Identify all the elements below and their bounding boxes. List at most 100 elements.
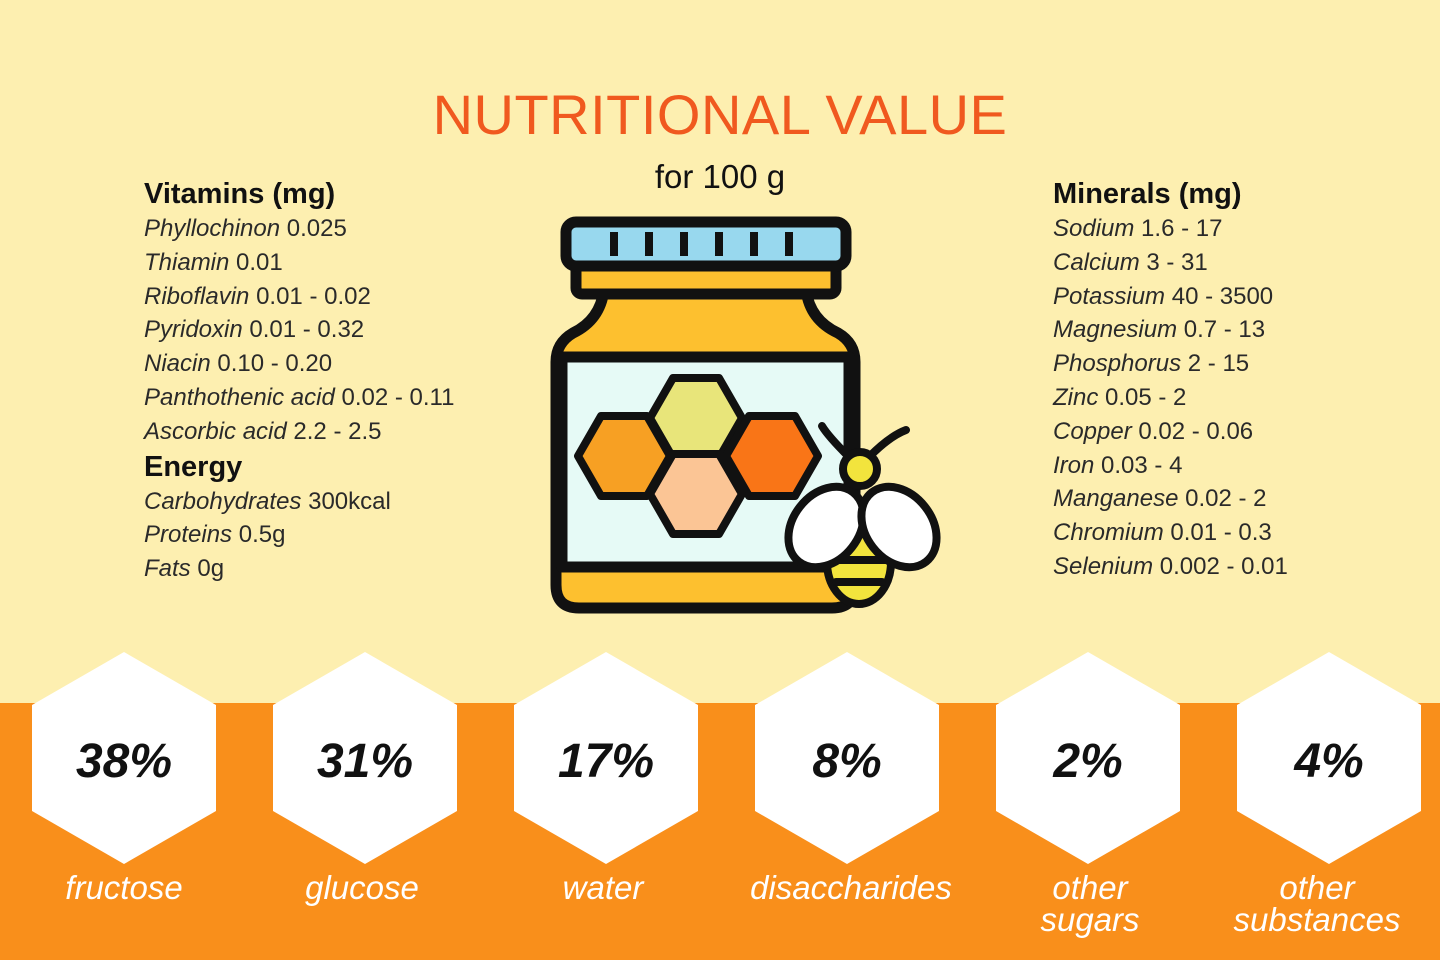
composition-percent: 17% bbox=[557, 735, 655, 788]
vitamin-name: Niacin bbox=[144, 350, 211, 378]
energy-value: 300kcal bbox=[308, 487, 391, 515]
vitamin-value: 0.02 - 0.11 bbox=[341, 383, 455, 411]
composition-percent: 38% bbox=[75, 735, 173, 788]
mineral-name: Iron bbox=[1053, 451, 1095, 479]
composition-percent: 4% bbox=[1294, 735, 1364, 788]
composition-percent: 8% bbox=[812, 735, 882, 788]
energy-name: Fats bbox=[144, 555, 191, 583]
mineral-value: 0.03 - 4 bbox=[1101, 451, 1183, 479]
mineral-value: 0.01 - 0.3 bbox=[1170, 519, 1272, 547]
composition-hexagon: 8% bbox=[755, 652, 939, 864]
mineral-name: Selenium bbox=[1053, 552, 1154, 580]
energy-heading: Energy bbox=[144, 450, 243, 483]
vitamin-value: 2.2 - 2.5 bbox=[293, 417, 382, 445]
hexagon-shape bbox=[755, 652, 939, 864]
mineral-name: Magnesium bbox=[1053, 316, 1178, 344]
composition-label-line: disaccharides bbox=[750, 869, 952, 906]
vitamins-heading: Vitamins (mg) bbox=[144, 178, 336, 210]
composition-label: fructose bbox=[4, 869, 244, 906]
hexagon-shape bbox=[996, 652, 1180, 864]
composition-label-line: substances bbox=[1233, 901, 1401, 938]
vitamin-name: Panthothenic acid bbox=[144, 383, 335, 411]
lid-ridges bbox=[610, 232, 793, 256]
mineral-name: Sodium bbox=[1053, 215, 1135, 242]
vitamins-energy-column: Vitamins (mg) Phyllochinon 0.025 Thiamin… bbox=[144, 176, 454, 586]
mineral-value: 0.02 - 0.06 bbox=[1138, 417, 1254, 445]
energy-list: Carbohydrates 300kcal Proteins 0.5g Fats… bbox=[144, 485, 454, 586]
mineral-row: Manganese 0.02 - 2 bbox=[1053, 482, 1288, 516]
mineral-row: Potassium 40 - 3500 bbox=[1053, 280, 1288, 314]
energy-row: Proteins 0.5g bbox=[144, 518, 454, 552]
composition-hexagon: 17% bbox=[514, 652, 698, 864]
mineral-name: Copper bbox=[1053, 417, 1132, 445]
mineral-value: 0.002 - 0.01 bbox=[1159, 552, 1288, 580]
composition-label-line: glucose bbox=[305, 869, 419, 906]
energy-name: Proteins bbox=[144, 521, 233, 549]
mineral-value: 3 - 31 bbox=[1146, 248, 1208, 276]
hexagon-shape bbox=[32, 652, 216, 864]
composition-hexagon: 38% bbox=[32, 652, 216, 864]
vitamin-row: Niacin 0.10 - 0.20 bbox=[144, 347, 454, 381]
mineral-row: Selenium 0.002 - 0.01 bbox=[1053, 550, 1288, 584]
composition-label: water bbox=[483, 869, 723, 906]
vitamin-row: Phyllochinon 0.025 bbox=[144, 212, 454, 246]
composition-label-line: other bbox=[1279, 869, 1355, 906]
mineral-value: 40 - 3500 bbox=[1171, 282, 1274, 310]
page-title: NUTRITIONAL VALUE bbox=[432, 83, 1008, 146]
vitamin-value: 0.01 bbox=[236, 248, 283, 276]
vitamin-row: Panthothenic acid 0.02 - 0.11 bbox=[144, 381, 454, 415]
composition-label-line: water bbox=[562, 869, 644, 906]
vitamins-list: Phyllochinon 0.025 Thiamin 0.01 Riboflav… bbox=[144, 212, 454, 449]
jar-lid bbox=[560, 216, 852, 272]
mineral-row: Zinc 0.05 - 2 bbox=[1053, 381, 1288, 415]
composition-hexagon: 2% bbox=[996, 652, 1180, 864]
vitamin-row: Riboflavin 0.01 - 0.02 bbox=[144, 280, 454, 314]
mineral-name: Zinc bbox=[1053, 383, 1099, 411]
mineral-value: 0.7 - 13 bbox=[1183, 316, 1266, 344]
mineral-row: Iron 0.03 - 4 bbox=[1053, 449, 1288, 483]
mineral-name: Potassium bbox=[1053, 282, 1166, 310]
composition-label: disaccharides bbox=[731, 869, 971, 906]
mineral-row: Calcium 3 - 31 bbox=[1053, 246, 1288, 280]
vitamin-name: Phyllochinon bbox=[144, 215, 281, 242]
mineral-name: Calcium bbox=[1053, 248, 1140, 276]
vitamin-name: Pyridoxin bbox=[144, 316, 243, 344]
minerals-list: Sodium 1.6 - 17 Calcium 3 - 31 Potassium… bbox=[1053, 212, 1288, 584]
bee-icon bbox=[784, 422, 941, 608]
energy-row: Fats 0g bbox=[144, 552, 454, 586]
mineral-value: 2 - 15 bbox=[1187, 350, 1250, 378]
orange-band bbox=[0, 703, 1440, 960]
vitamin-value: 0.10 - 0.20 bbox=[217, 350, 333, 378]
mineral-row: Chromium 0.01 - 0.3 bbox=[1053, 516, 1288, 550]
page-subtitle: for 100 g bbox=[654, 158, 786, 195]
mineral-value: 1.6 - 17 bbox=[1141, 215, 1223, 242]
composition-label: other substances bbox=[1197, 869, 1437, 938]
vitamin-row: Thiamin 0.01 bbox=[144, 246, 454, 280]
hexagon-shape bbox=[273, 652, 457, 864]
mineral-row: Copper 0.02 - 0.06 bbox=[1053, 415, 1288, 449]
mineral-row: Sodium 1.6 - 17 bbox=[1053, 212, 1288, 246]
energy-value: 0g bbox=[197, 555, 225, 583]
vitamin-value: 0.01 - 0.02 bbox=[256, 282, 371, 310]
mineral-value: 0.02 - 2 bbox=[1185, 485, 1267, 513]
composition-label-line: other bbox=[1052, 869, 1128, 906]
energy-value: 0.5g bbox=[238, 521, 286, 549]
honey-jar-icon bbox=[550, 216, 941, 614]
vitamin-row: Pyridoxin 0.01 - 0.32 bbox=[144, 313, 454, 347]
composition-hexagon: 4% bbox=[1237, 652, 1421, 864]
composition-label: glucose bbox=[242, 869, 482, 906]
composition-label-line: fructose bbox=[65, 869, 183, 906]
mineral-name: Phosphorus bbox=[1053, 350, 1182, 378]
energy-row: Carbohydrates 300kcal bbox=[144, 485, 454, 519]
composition-label-line: sugars bbox=[1040, 901, 1140, 938]
vitamin-row: Ascorbic acid 2.2 - 2.5 bbox=[144, 415, 454, 449]
hexagon-shape bbox=[1237, 652, 1421, 864]
vitamin-value: 0.025 bbox=[286, 215, 347, 242]
energy-name: Carbohydrates bbox=[144, 487, 302, 515]
mineral-name: Chromium bbox=[1053, 519, 1164, 547]
vitamin-name: Riboflavin bbox=[144, 282, 250, 310]
hexagon-shape bbox=[514, 652, 698, 864]
minerals-column: Minerals (mg) Sodium 1.6 - 17 Calcium 3 … bbox=[1053, 176, 1288, 584]
composition-label: other sugars bbox=[970, 869, 1210, 938]
minerals-heading: Minerals (mg) bbox=[1053, 178, 1242, 210]
